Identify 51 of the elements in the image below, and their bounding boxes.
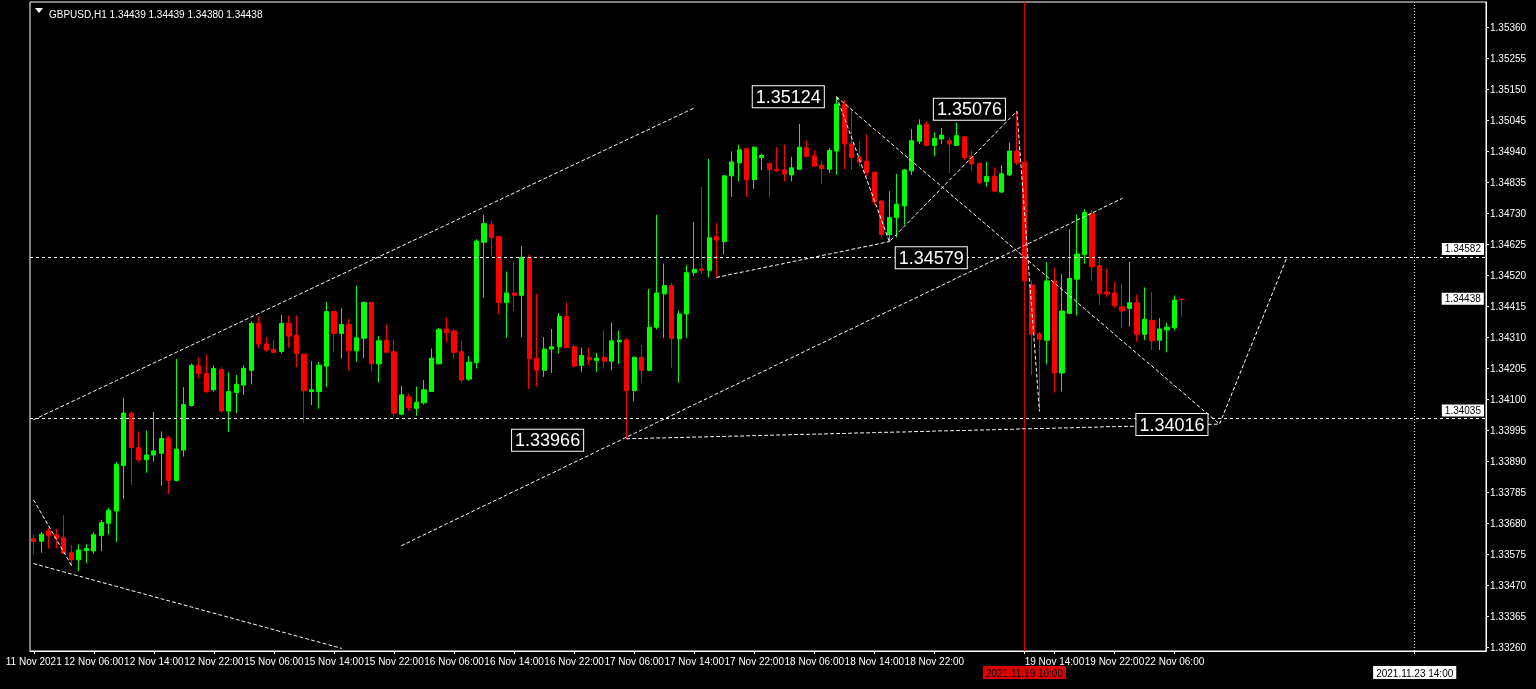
x-tick-label: 16 Nov 22:00	[544, 655, 605, 667]
y-tick-label: 1.35045	[1490, 114, 1527, 126]
annotation: 1.33966	[515, 430, 581, 451]
x-tick-label: 17 Nov 14:00	[664, 655, 725, 667]
y-tick-label: 1.34940	[1490, 145, 1527, 157]
y-tick-label: 1.33890	[1490, 455, 1527, 467]
x-tick-label: 19 Nov 22:00	[1084, 655, 1145, 667]
ref-line-label: 1.34035	[1444, 404, 1482, 416]
x-tick-label: 16 Nov 06:00	[424, 655, 485, 667]
x-tick-label: 12 Nov 22:00	[184, 655, 245, 667]
annotation: 1.34438	[1444, 293, 1482, 305]
x-tick-label: 11 Nov 2021	[5, 655, 63, 667]
x-tick-label: 12 Nov 06:00	[64, 655, 124, 667]
y-tick-label: 1.34730	[1490, 207, 1527, 219]
annotation: 1.35124	[755, 86, 821, 107]
x-tick-label: 18 Nov 14:00	[844, 655, 905, 667]
x-tick-label: 15 Nov 14:00	[304, 655, 365, 667]
annotation: 1.34016	[1139, 414, 1205, 435]
y-tick-label: 1.35255	[1490, 52, 1527, 64]
x-tick-label: 18 Nov 06:00	[784, 655, 845, 667]
x-tick-label: 19 Nov 14:00	[1024, 655, 1085, 667]
x-tick-label: 17 Nov 06:00	[604, 655, 665, 667]
x-tick-label: 17 Nov 22:00	[724, 655, 785, 667]
y-tick-label: 1.34625	[1490, 238, 1527, 250]
y-tick-label: 1.34520	[1490, 269, 1527, 281]
y-tick-label: 1.35360	[1490, 21, 1527, 33]
x-tick-label: 18 Nov 22:00	[904, 655, 965, 667]
annotation: 1.35076	[936, 99, 1002, 120]
ref-line-label: 1.34582	[1444, 243, 1482, 255]
annotation: 1.34579	[898, 247, 964, 268]
y-tick-label: 1.33260	[1490, 641, 1527, 653]
y-tick-label: 1.35150	[1490, 83, 1527, 95]
y-tick-label: 1.34205	[1490, 362, 1527, 374]
y-tick-label: 1.33575	[1490, 548, 1527, 560]
x-tick-label: 22 Nov 06:00	[1144, 655, 1205, 667]
x-tick-label: 12 Nov 14:00	[124, 655, 185, 667]
y-tick-label: 1.34415	[1490, 300, 1527, 312]
y-tick-label: 1.34835	[1490, 176, 1527, 188]
text: GBPUSD,H1 1.34439 1.34439 1.34380 1.34438	[49, 8, 263, 20]
x-tick-label: 15 Nov 22:00	[364, 655, 425, 667]
y-tick-label: 1.33680	[1490, 517, 1527, 529]
y-tick-label: 1.33365	[1490, 610, 1527, 622]
x-tick-label: 16 Nov 14:00	[484, 655, 545, 667]
x-tick-label: 2021.11.23 14:00	[1376, 667, 1454, 679]
x-tick-label: 15 Nov 06:00	[244, 655, 305, 667]
y-tick-label: 1.34310	[1490, 331, 1527, 343]
y-tick-label: 1.33785	[1490, 486, 1527, 498]
y-tick-label: 1.34100	[1490, 393, 1527, 405]
x-tick-label: 2021.11.19 10:00	[985, 667, 1064, 679]
y-tick-label: 1.33470	[1490, 579, 1527, 591]
y-tick-label: 1.33995	[1490, 424, 1527, 436]
